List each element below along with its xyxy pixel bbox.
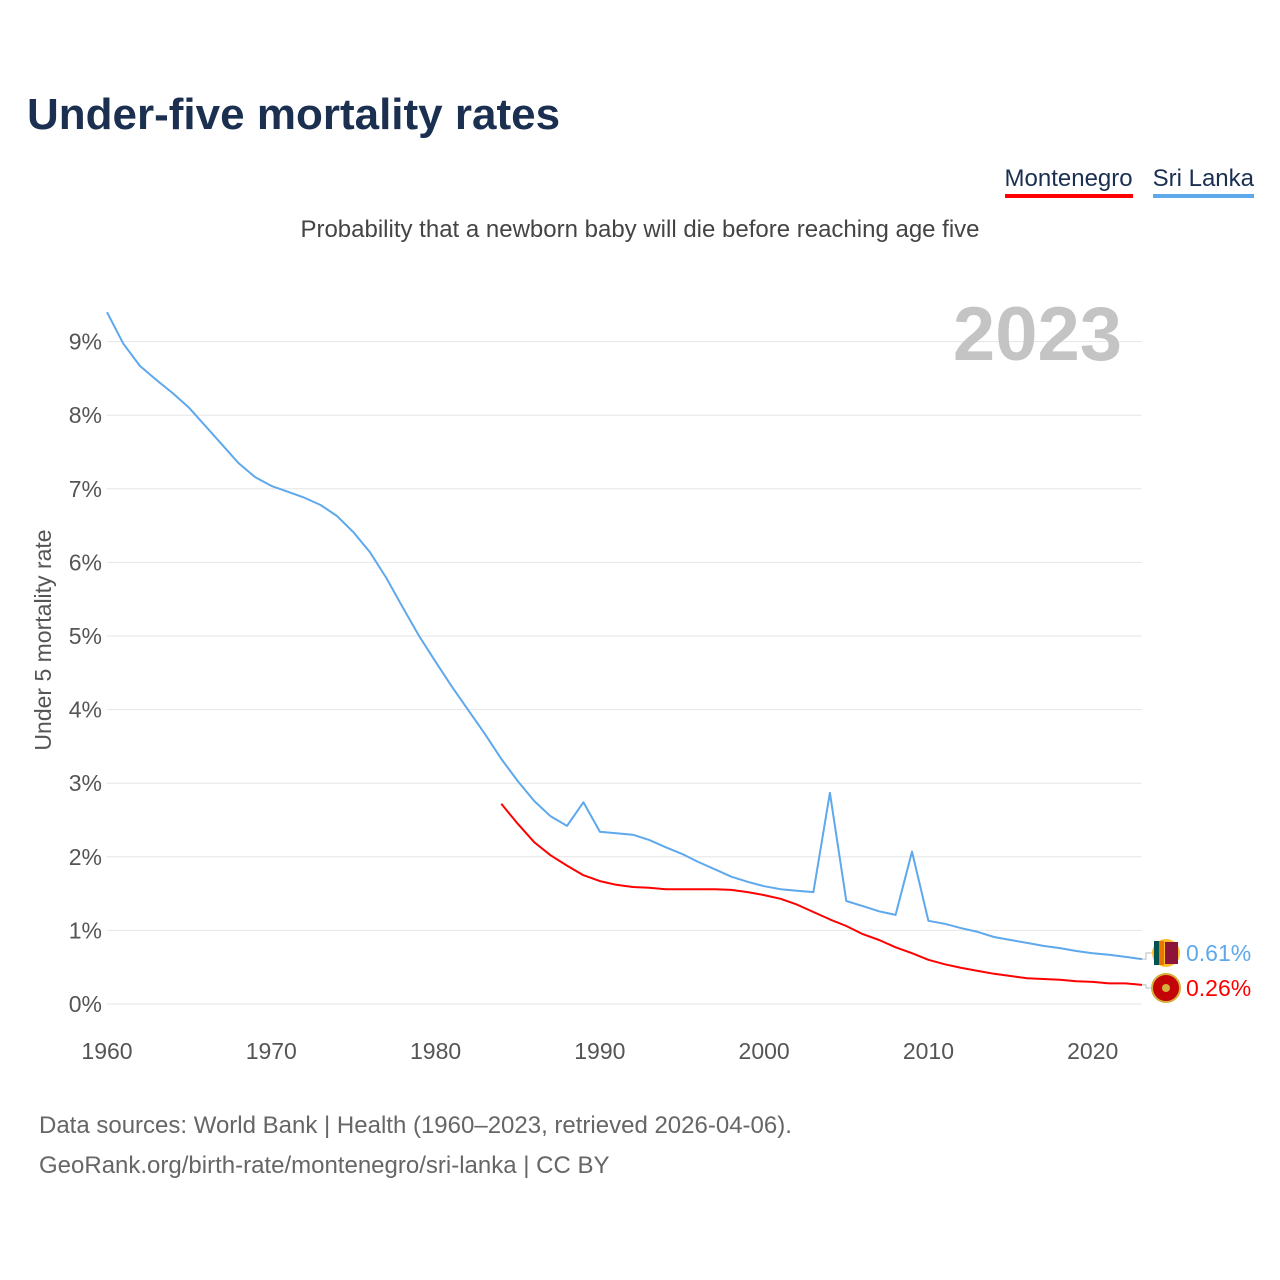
series-line-sri-lanka[interactable] [106, 311, 1143, 961]
sources-line-1: Data sources: World Bank | Health (1960–… [39, 1112, 792, 1139]
sources-line-2[interactable]: GeoRank.org/birth-rate/montenegro/sri-la… [39, 1152, 610, 1179]
x-tick-label: 1960 [81, 1038, 132, 1064]
sources: Data sources: World Bank | Health (1960–… [39, 1106, 792, 1186]
year-label: 2023 [953, 292, 1122, 377]
x-tick-label: 1990 [574, 1038, 625, 1064]
chart-subtitle: Probability that a newborn baby will die… [300, 216, 980, 243]
flag-sri-lanka-icon [1152, 939, 1180, 967]
y-tick-label: 8% [69, 402, 102, 428]
y-tick-label: 6% [69, 549, 102, 575]
legend-item-sri-lanka[interactable]: Sri Lanka [1152, 165, 1254, 198]
y-tick-label: 1% [69, 917, 102, 943]
chart-title: Under-five mortality rates [27, 90, 561, 139]
legend: Montenegro Sri Lanka [1004, 165, 1254, 198]
x-tick-label: 1970 [246, 1038, 297, 1064]
end-label-connector [1142, 984, 1152, 989]
y-tick-label: 9% [69, 329, 102, 355]
end-value-label-montenegro: 0.26% [1186, 975, 1251, 1001]
x-tick-label: 2000 [739, 1038, 790, 1064]
legend-item-montenegro[interactable]: Montenegro [1004, 165, 1133, 198]
y-tick-label: 0% [69, 991, 102, 1017]
end-label-connector [1142, 952, 1152, 960]
end-value-label-sri-lanka: 0.61% [1186, 940, 1251, 966]
x-tick-label: 2010 [903, 1038, 954, 1064]
y-tick-label: 4% [69, 697, 102, 723]
y-axis-label: Under 5 mortality rate [30, 529, 56, 750]
y-tick-label: 7% [69, 476, 102, 502]
flag-montenegro-icon [1151, 973, 1181, 1003]
y-tick-label: 2% [69, 844, 102, 870]
x-tick-label: 1980 [410, 1038, 461, 1064]
series-line-montenegro[interactable] [500, 803, 1143, 986]
y-tick-label: 5% [69, 623, 102, 649]
y-tick-label: 3% [69, 770, 102, 796]
x-tick-label: 2020 [1067, 1038, 1118, 1064]
